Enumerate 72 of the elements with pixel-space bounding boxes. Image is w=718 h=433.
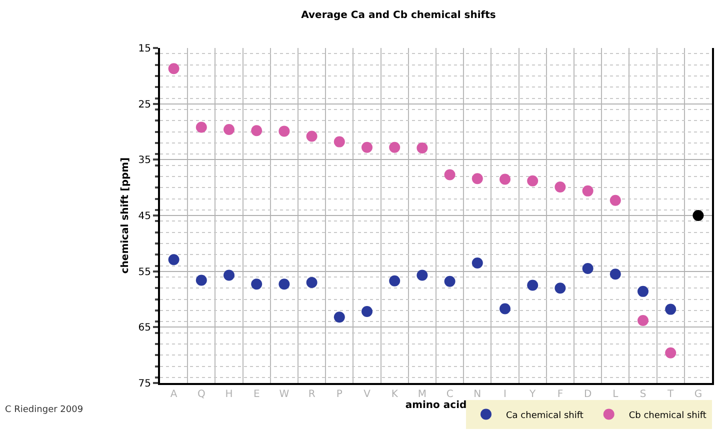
x-tick-label: W xyxy=(279,389,290,400)
chart-title: Average Ca and Cb chemical shifts xyxy=(301,10,496,21)
point xyxy=(168,63,180,74)
point xyxy=(389,142,400,153)
point xyxy=(527,280,538,291)
x-tick-label: M xyxy=(418,389,427,400)
point xyxy=(306,277,318,288)
point xyxy=(196,274,207,286)
legend-label: Cb chemical shift xyxy=(628,410,707,421)
text: C Riedinger 2009 xyxy=(5,405,84,415)
point xyxy=(334,136,345,148)
point xyxy=(472,257,483,268)
x-tick-label: Y xyxy=(528,389,537,400)
x-tick-label: V xyxy=(364,389,371,400)
point xyxy=(638,286,648,297)
point xyxy=(306,130,318,142)
point xyxy=(362,306,372,318)
point xyxy=(610,268,621,280)
point xyxy=(500,303,510,314)
y-axis-title: chemical shift [ppm] xyxy=(120,157,131,274)
point xyxy=(278,126,290,137)
x-tick-label: E xyxy=(253,389,260,400)
point xyxy=(665,347,676,358)
point xyxy=(224,270,234,281)
y-tick-label: 55 xyxy=(138,266,151,278)
y-tick-label: 15 xyxy=(138,44,151,54)
point xyxy=(196,122,207,133)
x-tick-label: T xyxy=(666,389,675,400)
x-tick-label: Q xyxy=(197,389,206,400)
point xyxy=(416,142,428,154)
legend-label: Ca chemical shift xyxy=(506,410,584,421)
point xyxy=(168,254,180,266)
point xyxy=(444,276,456,287)
x-tick-label: S xyxy=(640,389,646,400)
point xyxy=(278,278,290,290)
x-axis-title: amino acid xyxy=(405,400,467,411)
point xyxy=(251,125,262,136)
x-tick-label: P xyxy=(336,389,342,400)
x-tick-label: A xyxy=(170,389,178,400)
point xyxy=(389,275,400,286)
y-tick-label: 65 xyxy=(138,322,151,334)
x-tick-label: F xyxy=(557,389,564,400)
point xyxy=(472,173,483,184)
y-tick-label: 35 xyxy=(138,155,151,166)
x-tick-label: R xyxy=(308,389,316,400)
point xyxy=(334,312,345,323)
x-tick-label: D xyxy=(584,389,592,400)
point xyxy=(362,142,372,153)
point xyxy=(500,174,510,185)
point xyxy=(527,175,538,186)
point xyxy=(554,182,566,193)
point xyxy=(665,304,676,315)
point xyxy=(610,194,621,206)
point xyxy=(638,314,648,326)
y-tick-label: 75 xyxy=(138,378,151,390)
x-tick-label: C xyxy=(446,389,454,400)
x-tick-label: G xyxy=(694,389,702,400)
point xyxy=(582,263,594,274)
x-tick-label: H xyxy=(225,389,233,400)
point xyxy=(416,270,428,281)
x-tick-label: I xyxy=(504,389,506,400)
point xyxy=(692,210,704,221)
x-tick-label: L xyxy=(612,389,619,400)
point xyxy=(444,169,456,180)
point xyxy=(224,124,234,136)
x-tick-label: N xyxy=(474,389,482,400)
point xyxy=(251,278,262,290)
x-tick-label: K xyxy=(391,389,398,400)
point xyxy=(582,185,594,196)
y-tick-label: 25 xyxy=(138,99,151,110)
point xyxy=(554,282,566,294)
y-tick-label: 45 xyxy=(138,211,151,222)
